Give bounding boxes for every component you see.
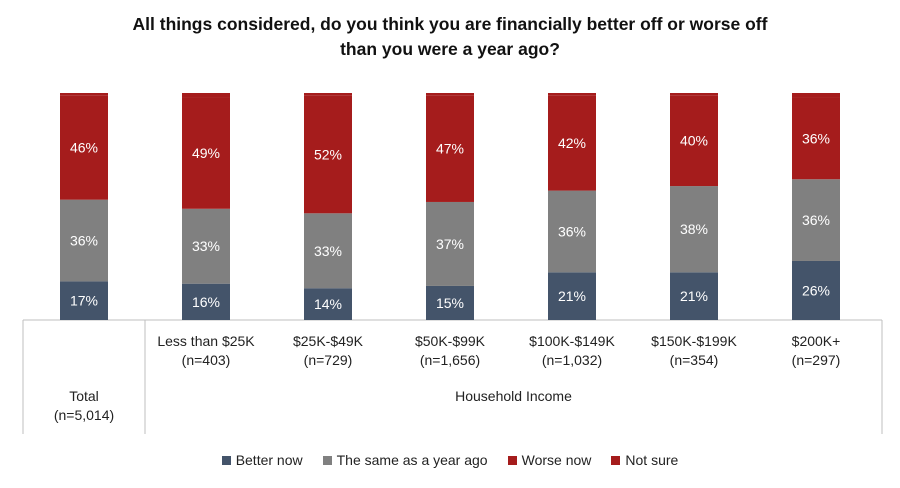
bar-segment-better-now	[670, 272, 718, 320]
bar-segment-not-sure	[426, 93, 474, 96]
bar-segment-the-same-as-a-year-ago	[792, 179, 840, 261]
data-label: 33%	[314, 243, 342, 259]
bar-segment-better-now	[182, 283, 230, 320]
legend-label: The same as a year ago	[336, 452, 488, 468]
data-label: 36%	[70, 233, 98, 249]
total-label: Total	[69, 388, 99, 404]
legend-swatch	[611, 455, 621, 465]
category-label: $150K-$199K	[651, 333, 737, 349]
category-n: (n=297)	[792, 352, 841, 368]
category-n: (n=354)	[670, 352, 719, 368]
data-label: 42%	[558, 135, 586, 151]
data-label: 17%	[70, 293, 98, 309]
data-label: 46%	[70, 139, 98, 155]
category-n: (n=729)	[304, 352, 353, 368]
legend-swatch	[507, 455, 517, 465]
legend-swatch	[221, 455, 231, 465]
bar-segment-not-sure	[304, 93, 352, 96]
chart-title-line-1: All things considered, do you think you …	[132, 14, 768, 34]
bar-segment-the-same-as-a-year-ago	[304, 213, 352, 289]
data-label: 47%	[436, 141, 464, 157]
bar-segment-worse-now	[60, 95, 108, 200]
data-label: 21%	[680, 288, 708, 304]
data-label: 36%	[802, 212, 830, 228]
bar-segment-the-same-as-a-year-ago	[60, 199, 108, 282]
data-label: 40%	[680, 133, 708, 149]
bar-segment-not-sure	[548, 93, 596, 96]
legend: Better now The same as a year ago Worse no…	[0, 452, 900, 468]
bar-segment-the-same-as-a-year-ago	[670, 186, 718, 273]
legend-item: Not sure	[611, 452, 678, 468]
category-n: (n=1,032)	[542, 352, 602, 368]
bar-segment-the-same-as-a-year-ago	[182, 208, 230, 284]
data-label: 36%	[558, 223, 586, 239]
chart-title: All things considered, do you think you …	[0, 12, 900, 62]
legend-item: The same as a year ago	[322, 452, 488, 468]
bar-segment-the-same-as-a-year-ago	[548, 190, 596, 273]
category-label: $100K-$149K	[529, 333, 615, 349]
bar-segment-not-sure	[182, 93, 230, 98]
category-label: $200K+	[792, 333, 841, 349]
data-label: 15%	[436, 295, 464, 311]
data-label: 36%	[802, 130, 830, 146]
bar-segment-not-sure	[60, 93, 108, 96]
category-label: Less than $25K	[157, 333, 255, 349]
bar-segment-worse-now	[182, 97, 230, 209]
bar-segment-better-now	[60, 281, 108, 320]
data-label: 33%	[192, 238, 220, 254]
bar-segment-better-now	[792, 260, 840, 320]
bar-segment-not-sure	[792, 93, 840, 98]
group-label-household-income: Household Income	[455, 388, 572, 404]
category-n: (n=403)	[182, 352, 231, 368]
category-label: $50K-$99K	[415, 333, 486, 349]
legend-label: Worse now	[521, 452, 592, 468]
bar-segment-the-same-as-a-year-ago	[426, 201, 474, 286]
bar-segment-worse-now	[670, 95, 718, 187]
data-label: 49%	[192, 145, 220, 161]
chart-title-line-2: than you were a year ago?	[340, 39, 560, 59]
data-label: 52%	[314, 146, 342, 162]
data-label: 16%	[192, 294, 220, 310]
legend-swatch	[322, 455, 332, 465]
bar-segment-worse-now	[548, 95, 596, 191]
bar-segment-better-now	[426, 285, 474, 320]
bar-segment-better-now	[548, 272, 596, 320]
bar-segment-worse-now	[304, 95, 352, 214]
bar-segment-worse-now	[792, 97, 840, 180]
data-label: 21%	[558, 288, 586, 304]
bar-segment-better-now	[304, 288, 352, 320]
data-label: 38%	[680, 221, 708, 237]
bar-segment-not-sure	[670, 93, 718, 96]
category-n: (n=1,656)	[420, 352, 480, 368]
data-label: 37%	[436, 236, 464, 252]
legend-label: Not sure	[625, 452, 679, 468]
legend-label: Better now	[235, 452, 303, 468]
bar-segment-worse-now	[426, 95, 474, 202]
data-label: 14%	[314, 296, 342, 312]
data-label: 26%	[802, 282, 830, 298]
legend-item: Better now	[221, 452, 303, 468]
total-n: (n=5,014)	[54, 407, 114, 423]
category-label: $25K-$49K	[293, 333, 364, 349]
legend-item: Worse now	[507, 452, 592, 468]
